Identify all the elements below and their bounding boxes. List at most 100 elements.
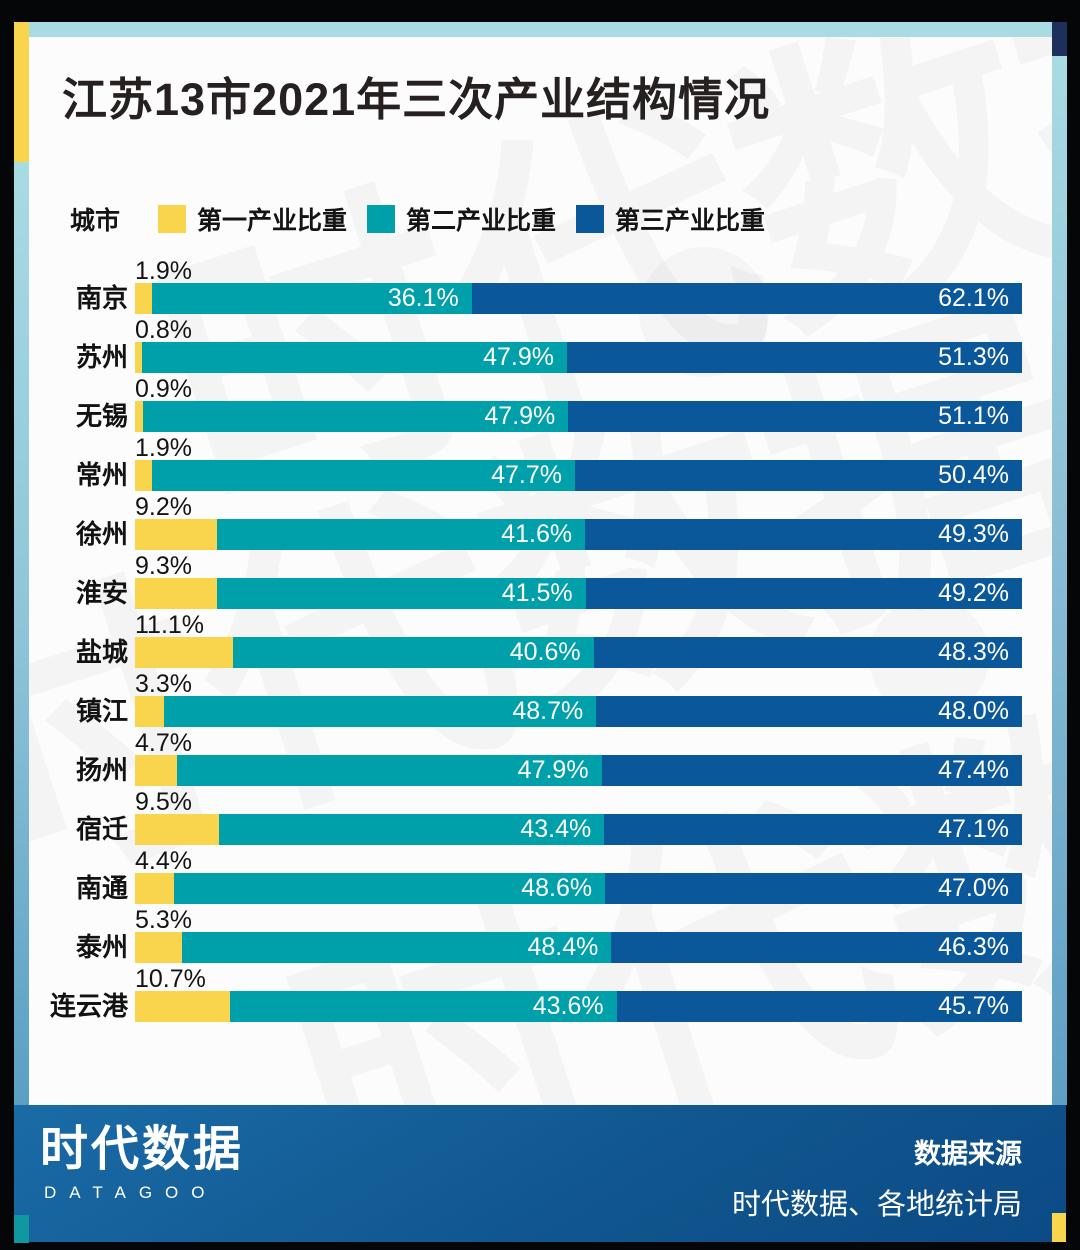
right-accent-strip-blue	[1052, 56, 1067, 1105]
stacked-bar: 47.9% 47.4%	[135, 755, 1022, 786]
city-label: 宿迁	[75, 814, 128, 844]
tertiary-bar-segment: 50.4%	[574, 460, 1022, 491]
data-source-block: 数据来源 时代数据、各地统计局	[732, 1139, 1022, 1223]
secondary-value-label: 48.7%	[512, 697, 584, 725]
primary-value-label: 9.2%	[135, 493, 192, 521]
city-label: 盐城	[75, 637, 128, 667]
secondary-bar-segment: 43.6%	[229, 991, 617, 1022]
tertiary-bar-segment: 62.1%	[471, 283, 1023, 314]
chart-row: 9.5% 宿迁 43.4% 47.1%	[29, 790, 1022, 845]
tertiary-bar-segment: 49.2%	[585, 578, 1022, 609]
stacked-bar: 48.7% 48.0%	[135, 696, 1022, 727]
secondary-bar-segment: 47.7%	[151, 460, 575, 491]
chart-row: 1.9% 南京 36.1% 62.1%	[29, 259, 1023, 314]
stacked-bar: 47.9% 51.3%	[135, 342, 1022, 373]
tertiary-value-label: 49.2%	[938, 579, 1009, 607]
secondary-value-label: 47.9%	[484, 402, 556, 430]
chart-card: 时代数据 时代数据 时代数据 江苏13市2021年三次产业结构情况 城市 第一产…	[29, 37, 1052, 1105]
chart-row: 0.9% 无锡 47.9% 51.1%	[29, 377, 1022, 432]
tertiary-value-label: 50.4%	[938, 461, 1009, 489]
chart-legend: 城市 第一产业比重 第二产业比重 第三产业比重	[70, 201, 785, 237]
tertiary-value-label: 51.3%	[938, 343, 1009, 371]
city-label: 连云港	[49, 991, 128, 1021]
primary-bar-segment	[135, 401, 143, 432]
secondary-value-label: 47.7%	[491, 461, 562, 489]
primary-value-label: 0.8%	[135, 316, 192, 344]
tertiary-value-label: 51.1%	[938, 402, 1009, 430]
secondary-value-label: 40.6%	[509, 638, 581, 666]
chart-row: 4.4% 南通 48.6% 47.0%	[29, 849, 1022, 904]
city-label: 扬州	[75, 755, 128, 785]
data-source-label: 数据来源	[914, 1139, 1022, 1169]
city-label: 南通	[75, 873, 128, 903]
top-right-navy-square	[1052, 22, 1067, 56]
chart-row: 5.3% 泰州 48.4% 46.3%	[29, 908, 1023, 963]
secondary-value-label: 43.6%	[532, 992, 604, 1020]
primary-value-label: 3.3%	[135, 670, 192, 698]
primary-bar-segment	[135, 519, 217, 550]
chart-row: 1.9% 常州 47.7% 50.4%	[29, 436, 1022, 491]
secondary-bar-segment: 43.4%	[219, 814, 605, 845]
primary-value-label: 1.9%	[135, 434, 192, 462]
chart-row: 9.3% 淮安 41.5% 49.2%	[29, 554, 1022, 609]
stacked-bar: 48.6% 47.0%	[135, 873, 1022, 904]
data-source-value: 时代数据、各地统计局	[731, 1189, 1022, 1221]
primary-value-label: 4.4%	[135, 847, 192, 875]
legend-swatch	[367, 205, 396, 233]
chart-rows: 1.9% 南京 36.1% 62.1% 0.8% 苏州 47.9% 51.3% 0.9% 无锡 47…	[29, 259, 1023, 1026]
legend-city-header: 城市	[70, 207, 121, 235]
legend-label: 第三产业比重	[615, 207, 766, 235]
stacked-bar: 43.4% 47.1%	[135, 814, 1022, 845]
primary-bar-segment	[135, 342, 143, 373]
tertiary-bar-segment: 49.3%	[585, 519, 1022, 550]
chart-row: 10.7% 连云港 43.6% 45.7%	[29, 967, 1022, 1022]
tertiary-bar-segment: 47.4%	[601, 755, 1022, 786]
legend-swatch	[158, 205, 187, 233]
tertiary-value-label: 49.3%	[938, 520, 1009, 548]
tertiary-value-label: 46.3%	[938, 933, 1010, 961]
tertiary-value-label: 47.0%	[938, 874, 1009, 902]
primary-bar-segment	[135, 460, 152, 491]
primary-bar-segment	[135, 814, 220, 845]
city-label: 无锡	[75, 401, 128, 431]
left-accent-strip-blue	[14, 162, 29, 1215]
secondary-value-label: 47.9%	[517, 756, 589, 784]
primary-value-label: 10.7%	[135, 965, 206, 993]
tertiary-bar-segment: 47.0%	[605, 873, 1022, 904]
brand-logo: 时代数据 DATAGOO	[40, 1123, 244, 1203]
secondary-value-label: 36.1%	[387, 284, 459, 312]
tertiary-value-label: 47.1%	[938, 815, 1009, 843]
tertiary-bar-segment: 47.1%	[604, 814, 1022, 845]
legend-label: 第二产业比重	[406, 207, 557, 235]
city-label: 常州	[75, 460, 128, 490]
secondary-value-label: 41.6%	[501, 520, 573, 548]
secondary-bar-segment: 47.9%	[142, 401, 569, 432]
stacked-bar: 36.1% 62.1%	[135, 283, 1023, 314]
tertiary-bar-segment: 46.3%	[611, 932, 1023, 963]
secondary-bar-segment: 41.5%	[217, 578, 586, 609]
secondary-bar-segment: 48.7%	[164, 696, 597, 727]
top-accent-strip	[28, 22, 1052, 37]
primary-bar-segment	[135, 696, 165, 727]
city-label: 苏州	[75, 342, 128, 372]
primary-value-label: 9.5%	[135, 788, 192, 816]
secondary-bar-segment: 40.6%	[233, 637, 594, 668]
city-label: 淮安	[75, 578, 128, 608]
primary-bar-segment	[135, 991, 230, 1022]
city-label: 泰州	[75, 932, 128, 962]
primary-bar-segment	[135, 637, 234, 668]
chart-row: 4.7% 扬州 47.9% 47.4%	[29, 731, 1022, 786]
tertiary-value-label: 48.0%	[938, 697, 1009, 725]
secondary-bar-segment: 41.6%	[216, 519, 586, 550]
stacked-bar: 48.4% 46.3%	[135, 932, 1023, 963]
legend-item-secondary: 第二产业比重	[367, 201, 556, 237]
chart-row: 11.1% 盐城 40.6% 48.3%	[29, 613, 1022, 668]
tertiary-value-label: 62.1%	[938, 284, 1010, 312]
city-label: 徐州	[75, 519, 128, 549]
stacked-bar: 47.9% 51.1%	[135, 401, 1022, 432]
secondary-value-label: 47.9%	[483, 343, 554, 371]
secondary-bar-segment: 48.6%	[174, 873, 606, 904]
secondary-bar-segment: 48.4%	[182, 932, 612, 963]
tertiary-bar-segment: 51.3%	[566, 342, 1022, 373]
brand-logo-english: DATAGOO	[44, 1183, 218, 1202]
